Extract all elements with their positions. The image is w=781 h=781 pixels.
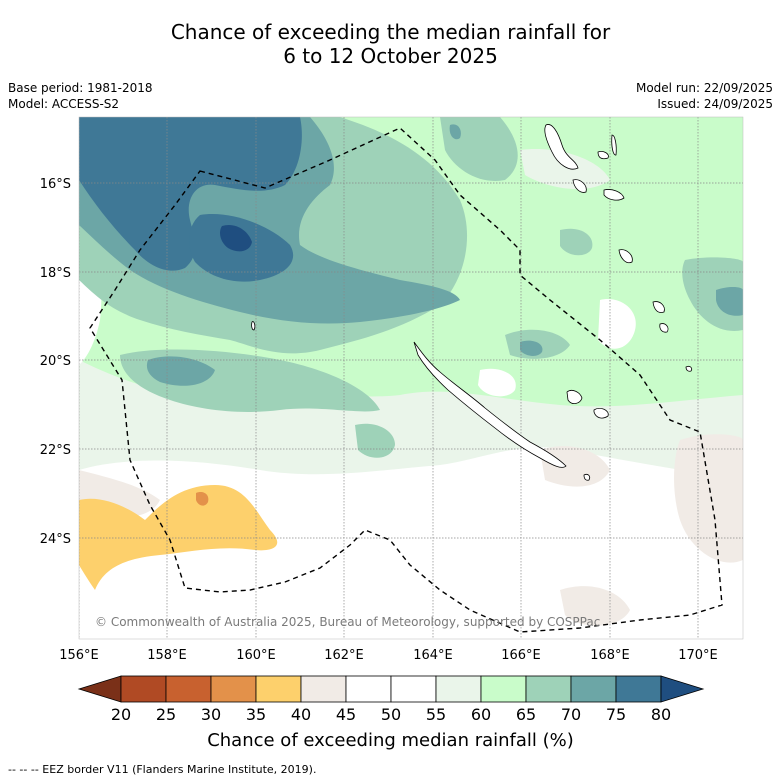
- map-title: Chance of exceeding the median rainfall …: [0, 20, 781, 68]
- field-75-80: [79, 117, 302, 271]
- copyright-notice: © Commonwealth of Australia 2025, Bureau…: [95, 615, 600, 629]
- lon-label: 162°E: [324, 648, 364, 663]
- field-70-75-n: [449, 124, 461, 140]
- field-45-55-mid: [478, 368, 516, 397]
- field-70-75-w: [146, 356, 215, 386]
- eez-border: [89, 127, 723, 633]
- colorbar-bin: [345, 675, 392, 703]
- field-40-45-s: [560, 586, 630, 626]
- graticule: [79, 117, 743, 639]
- lat-label: 24°S: [40, 532, 71, 547]
- loyalty-island-2: [593, 408, 609, 419]
- colorbar-tick: 60: [471, 705, 491, 724]
- lon-label: 168°E: [590, 648, 630, 663]
- field-40-45-sc: [540, 446, 610, 487]
- colorbar-bin: [120, 675, 167, 703]
- lat-label: 16°S: [40, 177, 71, 192]
- vanuatu-malakula: [572, 179, 587, 193]
- field-30-35: [196, 492, 209, 506]
- field-70-75-e: [716, 286, 743, 316]
- lon-label: 160°E: [236, 648, 276, 663]
- colorbar-low-arrow: [77, 675, 122, 703]
- colorbar-tick: 45: [336, 705, 356, 724]
- colorbar-bin: [300, 675, 347, 703]
- colorbar-tick: 25: [156, 705, 176, 724]
- map-frame: [78, 116, 744, 640]
- colorbar-bin: [435, 675, 482, 703]
- colorbar-bin: [615, 675, 662, 703]
- colorbar-bin: [165, 675, 212, 703]
- vanuatu-efate: [618, 249, 633, 264]
- lon-label: 158°E: [147, 648, 187, 663]
- title-line-1: Chance of exceeding the median rainfall …: [170, 20, 611, 44]
- field-70-75-e2: [520, 340, 543, 356]
- colorbar-tick: 55: [426, 705, 446, 724]
- vanuatu-maewo: [611, 134, 617, 156]
- field-65-70-e1: [560, 228, 593, 256]
- field-55-60-north: [520, 149, 610, 190]
- vanuatu-ambae: [597, 151, 609, 160]
- loyalty-island-1: [566, 390, 583, 404]
- longitude-labels: 156°E 158°E 160°E 162°E 164°E 166°E 168°…: [59, 648, 718, 663]
- lon-label: 166°E: [501, 648, 541, 663]
- colorbar-tick: 20: [111, 705, 131, 724]
- colorbar-bin: [390, 675, 437, 703]
- colorbar-label: Chance of exceeding median rainfall (%): [207, 730, 574, 751]
- eez-footnote: -- -- -- EEZ border V11 (Flanders Marine…: [8, 763, 317, 776]
- field-gt-80: [220, 224, 252, 252]
- colorbar-tick: 50: [381, 705, 401, 724]
- chesterfield-reef: [251, 321, 256, 331]
- lon-label: 170°E: [678, 648, 718, 663]
- model-name: Model: ACCESS-S2: [8, 97, 120, 111]
- matthew-island: [685, 365, 693, 372]
- colorbar-tick: 70: [561, 705, 581, 724]
- meta-right: Model run: 22/09/2025 Issued: 24/09/2025: [636, 80, 773, 112]
- lat-label: 20°S: [40, 354, 71, 369]
- issued-date: Issued: 24/09/2025: [657, 97, 773, 111]
- rainfall-probability-field: © Commonwealth of Australia 2025, Bureau…: [79, 117, 743, 639]
- colorbar-bin: [255, 675, 302, 703]
- vanuatu-erromango: [652, 301, 665, 313]
- colorbar-bin: [525, 675, 572, 703]
- colorbar: 20 25 30 35 40 45 50 55 60 65 70 75 80: [77, 675, 705, 724]
- colorbar-tick: 40: [291, 705, 311, 724]
- colorbar-bin: [480, 675, 527, 703]
- base-period: Base period: 1981-2018: [8, 81, 153, 95]
- colorbar-bin: [210, 675, 257, 703]
- title-line-2: 6 to 12 October 2025: [283, 44, 498, 68]
- colorbar-tick: 80: [651, 705, 671, 724]
- latitude-labels: 16°S 18°S 20°S 22°S 24°S: [40, 177, 71, 547]
- colorbar-tick: 35: [246, 705, 266, 724]
- new-caledonia-island: [413, 341, 567, 468]
- colorbar-tick: 65: [516, 705, 536, 724]
- field-35-40: [79, 485, 278, 590]
- vanuatu-tanna: [659, 323, 669, 333]
- model-run: Model run: 22/09/2025: [635, 81, 773, 95]
- colorbar-high-arrow: [660, 675, 705, 703]
- lon-label: 156°E: [59, 648, 99, 663]
- colorbar-tick: 75: [606, 705, 626, 724]
- field-40-45-se: [674, 434, 743, 563]
- lon-label: 164°E: [413, 648, 453, 663]
- lat-label: 22°S: [40, 443, 71, 458]
- vanuatu-epi: [603, 189, 625, 201]
- vanuatu-espiritu-santo: [544, 124, 579, 170]
- meta-left: Base period: 1981-2018 Model: ACCESS-S2: [8, 80, 153, 112]
- colorbar-bin: [570, 675, 617, 703]
- lat-label: 18°S: [40, 266, 71, 281]
- colorbar-tick: 30: [201, 705, 221, 724]
- field-45-55-east: [598, 299, 636, 349]
- isle-of-pines: [583, 473, 591, 481]
